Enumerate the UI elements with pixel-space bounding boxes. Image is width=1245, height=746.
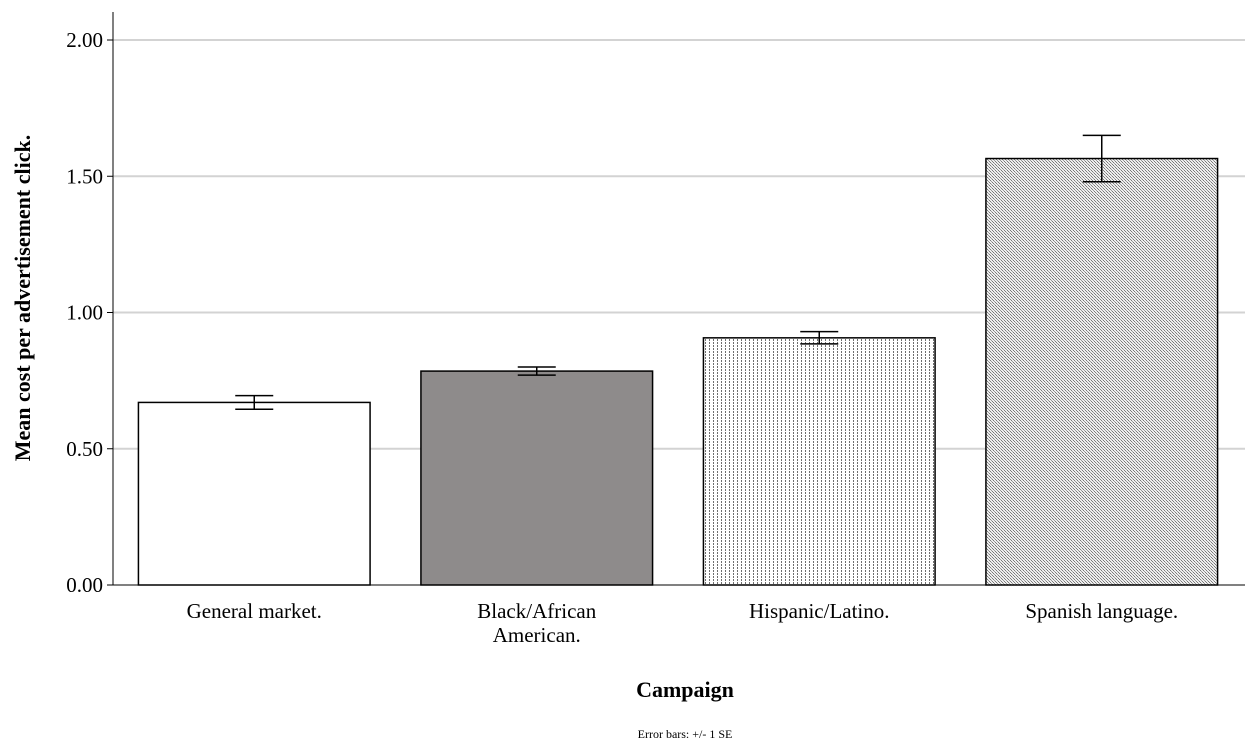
x-category-label: Hispanic/Latino.: [749, 599, 890, 623]
y-tick-label: 0.50: [66, 437, 103, 461]
x-category-label-line: Black/African: [477, 599, 596, 623]
x-category-label: Spanish language.: [1025, 599, 1178, 623]
y-tick-label: 1.50: [66, 164, 103, 188]
error-bars-footnote: Error bars: +/- 1 SE: [638, 727, 733, 741]
x-category-label: Black/African American.: [477, 599, 596, 647]
x-category-label-line: Hispanic/Latino.: [749, 599, 890, 623]
bar: [985, 157, 1219, 586]
bar: [702, 337, 936, 586]
y-axis-title: Mean cost per advertisement click.: [10, 135, 35, 461]
y-tick-label: 1.00: [66, 301, 103, 325]
x-category-label-line: Spanish language.: [1025, 599, 1178, 623]
x-axis-title: Campaign: [636, 677, 734, 702]
bar: [137, 401, 371, 586]
bar: [420, 370, 654, 586]
y-tick-label: 0.00: [66, 573, 103, 597]
x-category-label: General market.: [187, 599, 322, 623]
x-category-label-line: General market.: [187, 599, 322, 623]
y-tick-label: 2.00: [66, 28, 103, 52]
x-category-label-line: American.: [493, 623, 581, 647]
